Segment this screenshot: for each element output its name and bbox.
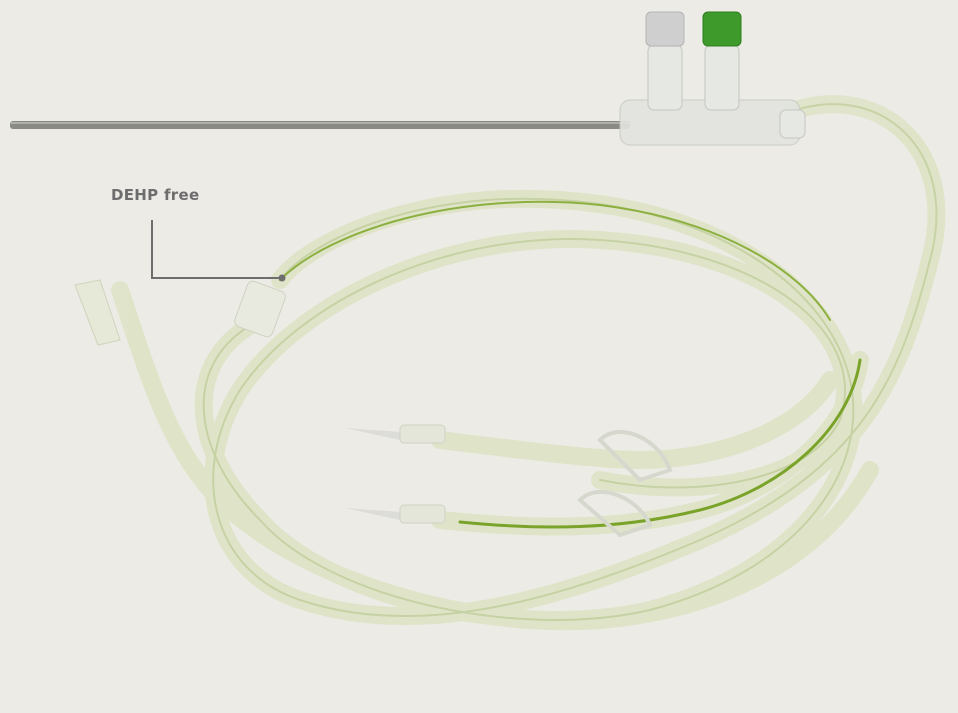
instrument [10,12,805,145]
page: DEHP free (() => { const data = JSON.par… [0,0,958,713]
product-image [0,0,958,713]
tubing [120,104,936,621]
annotation-leader [152,220,286,282]
annotation-label: DEHP free [111,186,199,204]
